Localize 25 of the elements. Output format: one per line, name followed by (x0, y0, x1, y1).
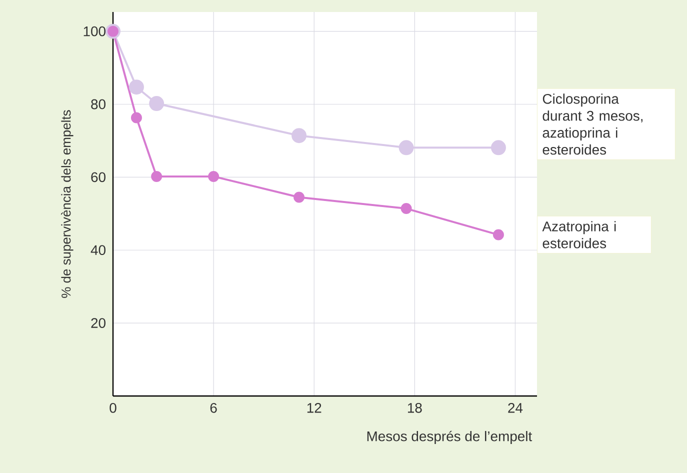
x-tick-label: 18 (408, 402, 422, 413)
y-tick-label: 40 (90, 245, 106, 256)
point (128, 80, 144, 95)
x-axis-title: Mesos després de l’empelt (367, 430, 532, 444)
text: Azatropina i esteroides (542, 221, 616, 248)
x-tick-label: 6 (210, 402, 217, 413)
point (208, 170, 220, 182)
y-tick-label: 100 (84, 26, 106, 36)
text: Ciclosporina durant 3 mesos, azatioprina i esteroides (542, 94, 642, 155)
point (149, 96, 164, 112)
point (490, 140, 506, 156)
point (294, 192, 305, 203)
y-tick-label: 60 (91, 172, 106, 182)
point (492, 229, 504, 240)
point (130, 112, 142, 124)
y-tick-label: 20 (91, 318, 106, 328)
x-tick-label: 0 (110, 402, 116, 413)
point (292, 128, 307, 144)
point (400, 203, 412, 214)
x-tick-label: 12 (307, 402, 322, 413)
x-tick-label: 24 (508, 402, 523, 413)
point (151, 170, 162, 182)
y-tick-label: 80 (91, 99, 106, 110)
y-axis-title: % de supervivència dels empelts (61, 110, 74, 298)
point (398, 140, 414, 156)
